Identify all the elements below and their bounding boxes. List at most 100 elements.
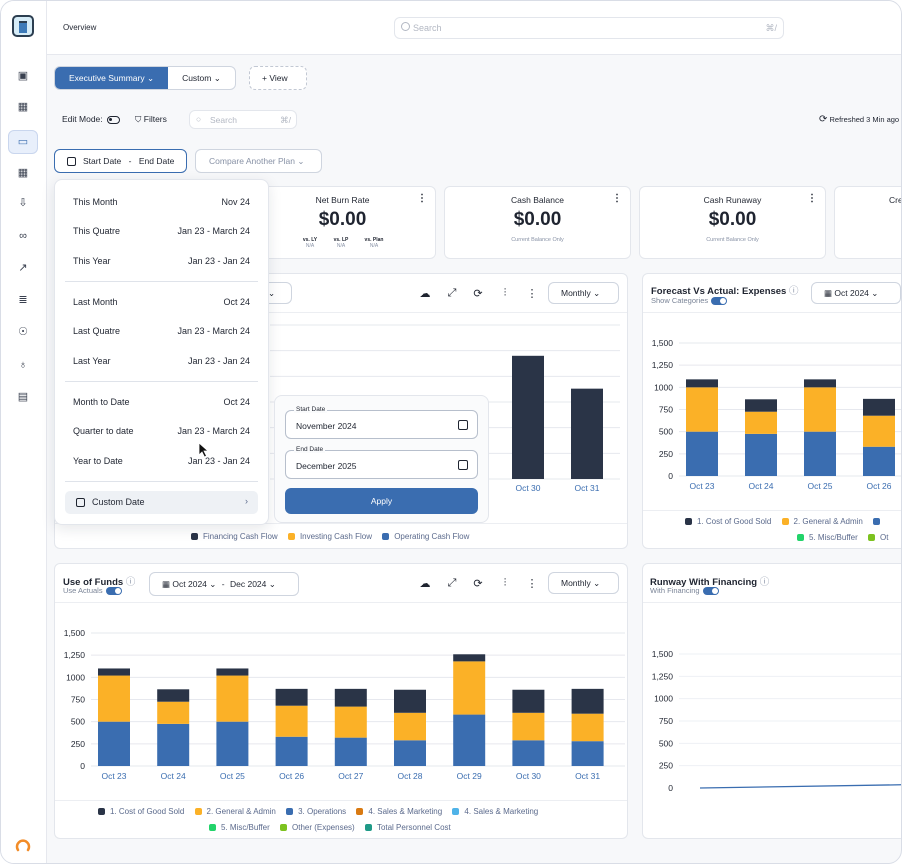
calendar-icon[interactable] xyxy=(458,420,468,430)
toggle-off-icon[interactable] xyxy=(107,115,121,124)
legend-item[interactable]: 4. Sales & Marketing xyxy=(464,807,539,816)
date-to[interactable]: Dec 2024 ⌄ xyxy=(229,579,276,589)
app-logo[interactable] xyxy=(12,15,34,37)
credit-card-icon[interactable]: ▤ xyxy=(17,391,29,403)
help-icon[interactable]: ⓘ xyxy=(125,577,136,588)
legend-swatch xyxy=(452,808,460,815)
uof-legend-row1: 1. Cost of Good Sold 2. General & Admin … xyxy=(90,807,538,816)
use-of-funds-chart: 0 250 500 750 1000 1,250 1,500 Oct 23 Oct 24 Oct … xyxy=(64,628,625,781)
start-date-field[interactable]: Start Date November 2024 xyxy=(285,406,478,439)
more-options-icon[interactable]: ⋮ xyxy=(807,193,817,204)
preset-quarter-to-date[interactable]: Quarter to date Jan 23 - March 24 xyxy=(73,426,250,440)
more-options-icon[interactable]: ⋮ xyxy=(526,578,538,590)
money-bag-icon[interactable]: ♁ xyxy=(18,359,28,371)
download-cloud-icon[interactable]: ☁ xyxy=(419,578,431,590)
preset-label: Month to Date xyxy=(73,397,130,407)
legend-swatch xyxy=(364,824,372,831)
preset-last-month[interactable]: Last Month Oct 24 xyxy=(73,297,250,311)
hand-coin-icon[interactable]: ☉ xyxy=(18,326,28,338)
tab-executive-summary[interactable]: Executive Summary ⌄ xyxy=(55,67,169,89)
legend-item[interactable]: 5. Misc/Buffer xyxy=(809,533,858,542)
handshake-icon[interactable]: ∞ xyxy=(19,230,27,242)
help-icon[interactable]: ⓘ xyxy=(788,286,799,297)
sliders-icon[interactable]: ⫶ xyxy=(503,577,507,589)
expand-icon[interactable]: ⤢ xyxy=(447,287,457,299)
global-search-input[interactable]: Search ⌘/ xyxy=(394,17,784,39)
expand-icon[interactable]: ⤢ xyxy=(447,577,457,589)
card-title-text: Runway With Financing xyxy=(650,577,758,588)
growth-chart-icon[interactable]: ↗ xyxy=(18,262,28,274)
breadcrumb[interactable]: Overview xyxy=(63,23,97,32)
legend-item[interactable]: Investing Cash Flow xyxy=(299,532,372,541)
compare-plan-button[interactable]: Compare Another Plan ⌄ xyxy=(195,149,322,173)
panel-icon[interactable]: ▣ xyxy=(17,70,29,82)
x-tick-label: Oct 31 xyxy=(575,771,600,781)
legend-item[interactable]: Total Personnel Cost xyxy=(376,823,451,832)
refresh-icon[interactable]: ⟳ xyxy=(473,288,483,300)
cashflow-period-select[interactable]: Monthly ⌄ xyxy=(548,282,619,304)
wallet-icon[interactable]: ▭ xyxy=(17,136,29,148)
more-options-icon[interactable]: ⋮ xyxy=(612,193,622,204)
date-range-button[interactable]: Start Date - End Date xyxy=(54,149,187,173)
legend-item[interactable]: Financing Cash Flow xyxy=(203,532,278,541)
refresh-icon[interactable]: ⟳ xyxy=(473,578,483,590)
legend-item[interactable]: 2. General & Admin xyxy=(793,517,863,526)
dashboard-grid-icon[interactable]: ▦ xyxy=(17,101,29,113)
chevron-right-icon: › xyxy=(245,496,248,506)
sliders-icon[interactable]: ⫶ xyxy=(503,287,507,299)
legend-item[interactable]: 4. Sales & Marketing xyxy=(368,807,443,816)
coins-stack-icon[interactable]: ≣ xyxy=(18,294,28,306)
card-subtitle: Use Actuals xyxy=(63,586,122,596)
legend-item[interactable]: 1. Cost of Good Sold xyxy=(697,517,772,526)
tab-custom[interactable]: Custom ⌄ xyxy=(182,73,221,83)
preset-year-to-date[interactable]: Year to Date Jan 23 - Jan 24 xyxy=(73,456,250,470)
refresh-status[interactable]: ⟳ Refreshed 3 Min ago xyxy=(819,114,899,125)
filters-button[interactable]: ⛉ Filters xyxy=(135,114,167,125)
uof-period-select[interactable]: Monthly ⌄ xyxy=(548,572,619,594)
widget-search-input[interactable]: ○ Search ⌘/ xyxy=(189,110,297,129)
date-from[interactable]: Oct 2024 ⌄ xyxy=(172,579,217,589)
download-cloud-icon[interactable]: ☁ xyxy=(419,288,431,300)
card-subtitle-text: With Financing xyxy=(650,586,700,595)
legend-item[interactable]: Other (Expenses) xyxy=(292,823,355,832)
preset-this-year[interactable]: This Year Jan 23 - Jan 24 xyxy=(73,256,250,270)
uof-date-range[interactable]: ▦ Oct 2024 ⌄ - Dec 2024 ⌄ xyxy=(149,572,299,596)
with-financing-toggle[interactable] xyxy=(702,587,719,596)
legend-swatch xyxy=(194,808,202,815)
add-view-button[interactable]: + View xyxy=(249,66,307,90)
bar-segment xyxy=(804,431,836,476)
legend-item[interactable]: Ot xyxy=(880,533,889,542)
preset-this-quarter[interactable]: This Quatre Jan 23 - March 24 xyxy=(73,226,250,240)
preset-this-month[interactable]: This Month Nov 24 xyxy=(73,197,250,211)
bar-segment xyxy=(275,688,308,706)
legend-item[interactable]: 3. Operations xyxy=(298,807,347,816)
preset-month-to-date[interactable]: Month to Date Oct 24 xyxy=(73,397,250,411)
more-options-icon[interactable]: ⋮ xyxy=(526,288,538,300)
bar-segment xyxy=(745,399,777,412)
card-subtitle-text: Show Categories xyxy=(651,296,709,305)
more-options-icon[interactable]: ⋮ xyxy=(417,193,427,204)
help-icon[interactable]: ⓘ xyxy=(759,577,770,588)
apps-icon[interactable]: ▦ xyxy=(17,167,29,179)
forecast-vs-actual-card: Forecast Vs Actual: Expenses ⓘ Show Cate… xyxy=(642,273,901,549)
show-categories-toggle[interactable] xyxy=(711,297,728,306)
bar-segment xyxy=(275,736,308,766)
calendar-icon[interactable] xyxy=(458,460,468,470)
bar-segment xyxy=(571,688,604,714)
apply-button[interactable]: Apply xyxy=(285,488,478,514)
legend-item[interactable]: 2. General & Admin xyxy=(206,807,276,816)
y-tick-label: 1,250 xyxy=(64,650,86,660)
preset-last-quarter[interactable]: Last Quatre Jan 23 - March 24 xyxy=(73,326,250,340)
forecast-date-dropdown[interactable]: ▦ Oct 2024 ⌄ xyxy=(811,282,901,304)
end-date-field[interactable]: End Date December 2025 xyxy=(285,446,478,479)
preset-last-year[interactable]: Last Year Jan 23 - Jan 24 xyxy=(73,356,250,370)
legend-item[interactable]: Operating Cash Flow xyxy=(394,532,470,541)
card-title-text: Use of Funds xyxy=(63,577,124,588)
use-actuals-toggle[interactable] xyxy=(105,587,122,596)
legend-item[interactable]: 1. Cost of Good Sold xyxy=(110,807,185,816)
custom-date-option[interactable]: Custom Date › xyxy=(65,491,258,514)
legend-item[interactable]: 5. Misc/Buffer xyxy=(221,823,270,832)
edit-mode-toggle[interactable]: Edit Mode: xyxy=(62,114,121,124)
inbox-download-icon[interactable]: ⇩ xyxy=(18,197,28,209)
refresh-label: Refreshed 3 Min ago xyxy=(829,115,900,124)
